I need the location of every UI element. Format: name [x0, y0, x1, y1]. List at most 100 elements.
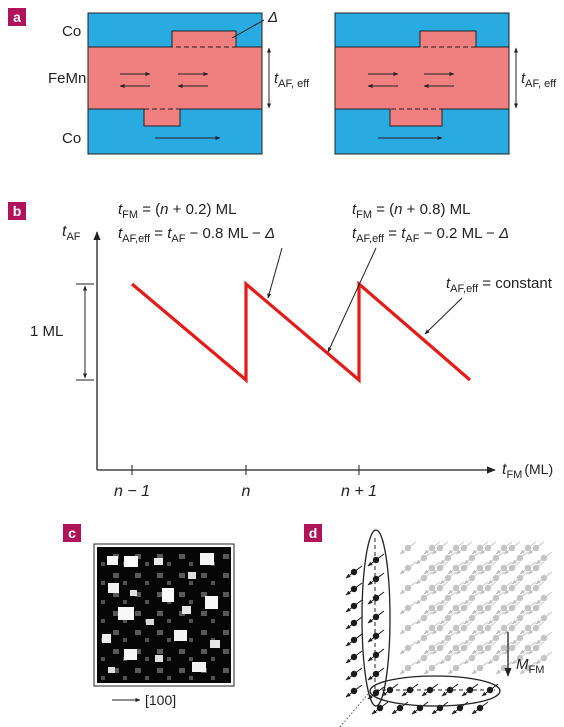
atom: [428, 664, 436, 672]
annotation-3: tAF,eff = constant: [446, 275, 553, 295]
panel-c: c [100]: [63, 524, 235, 708]
atom: [428, 604, 436, 612]
atom: [492, 654, 500, 662]
co-top-label: Co: [62, 23, 81, 40]
atom: [516, 574, 524, 582]
atom: [420, 574, 428, 582]
atom: [350, 653, 358, 661]
atom: [426, 686, 434, 694]
atom: [372, 613, 380, 621]
atom: [460, 584, 468, 592]
atom: [404, 544, 412, 552]
atom: [468, 634, 476, 642]
atom: [540, 634, 548, 642]
atom: [484, 644, 492, 652]
atom: [350, 585, 358, 593]
atom: [516, 654, 524, 662]
m-fm-label: MFM: [516, 656, 544, 676]
atom: [404, 664, 412, 672]
atom: [404, 564, 412, 572]
horizontal-spin-plane: [369, 675, 501, 707]
atom: [444, 634, 452, 642]
x-tick-label: n + 1: [341, 483, 377, 500]
atom: [372, 689, 380, 697]
atom: [404, 644, 412, 652]
atom: [516, 594, 524, 602]
annotation-3-pointer: [424, 297, 463, 335]
atom: [372, 632, 380, 640]
annotation-1-line-1: tFM = (n + 0.2) ML: [118, 201, 236, 221]
co-bottom-label: Co: [62, 130, 81, 147]
atom: [420, 554, 428, 562]
atom: [444, 574, 452, 582]
microscopy-image: [97, 547, 231, 683]
atom: [476, 664, 484, 672]
atom: [532, 604, 540, 612]
atom: [350, 568, 358, 576]
atom: [452, 644, 460, 652]
panel-d-label: d: [309, 525, 318, 541]
direction-label: [100]: [145, 692, 176, 708]
sawtooth-line: [130, 280, 472, 384]
atom: [468, 574, 476, 582]
panel-b-label-box: [8, 202, 26, 220]
panel-d: d MFM: [304, 524, 553, 727]
atom: [484, 544, 492, 552]
stack-right: tAF, eff: [334, 12, 557, 155]
atom: [532, 644, 540, 652]
atom: [484, 624, 492, 632]
atom: [476, 704, 484, 712]
vertical-spin-plane: [361, 529, 391, 707]
atom: [372, 575, 380, 583]
delta-pointer: [231, 19, 265, 39]
atom: [468, 554, 476, 562]
atom: [500, 584, 508, 592]
atom: [350, 670, 358, 678]
atom: [540, 594, 548, 602]
atom: [492, 594, 500, 602]
atom: [524, 664, 532, 672]
atom: [476, 604, 484, 612]
atom: [350, 636, 358, 644]
panel-a-label: a: [13, 9, 21, 25]
atom: [492, 574, 500, 582]
atom: [460, 544, 468, 552]
atom: [456, 704, 464, 712]
atom: [436, 544, 444, 552]
atom: [524, 584, 532, 592]
atom: [428, 624, 436, 632]
atom: [420, 654, 428, 662]
delta-symbol: Δ: [267, 9, 278, 26]
femn-label: FeMn: [48, 70, 86, 87]
atom: [404, 584, 412, 592]
atom: [500, 624, 508, 632]
atom: [532, 584, 540, 592]
panel-a: a Co FeMn Co Δ tAF, eff: [8, 8, 557, 155]
annotation-1-line-2: tAF,eff = tAF − 0.8 ML − Δ: [118, 225, 275, 245]
atom: [484, 564, 492, 572]
atom: [436, 644, 444, 652]
atom: [476, 544, 484, 552]
atom: [460, 624, 468, 632]
atom: [444, 554, 452, 562]
atom: [350, 687, 358, 695]
atom: [350, 602, 358, 610]
atom: [500, 564, 508, 572]
atom: [476, 584, 484, 592]
atom: [428, 544, 436, 552]
annotation-2-line-2: tAF,eff = tAF − 0.2 ML − Δ: [352, 225, 509, 245]
annotation-2-line-1: tFM = (n + 0.8) ML: [352, 201, 470, 221]
atom: [492, 634, 500, 642]
atom: [492, 614, 500, 622]
atom: [436, 604, 444, 612]
x-tick-label: n: [242, 483, 251, 500]
co-bottom-fill: [87, 108, 263, 155]
atom: [508, 644, 516, 652]
atom: [524, 604, 532, 612]
panel-c-label: c: [68, 525, 76, 541]
panel-d-label-box: [304, 524, 322, 542]
atom: [508, 624, 516, 632]
x-axis-label: tFM (ML): [502, 461, 553, 481]
spin-lattice: [345, 541, 553, 715]
atom: [468, 654, 476, 662]
